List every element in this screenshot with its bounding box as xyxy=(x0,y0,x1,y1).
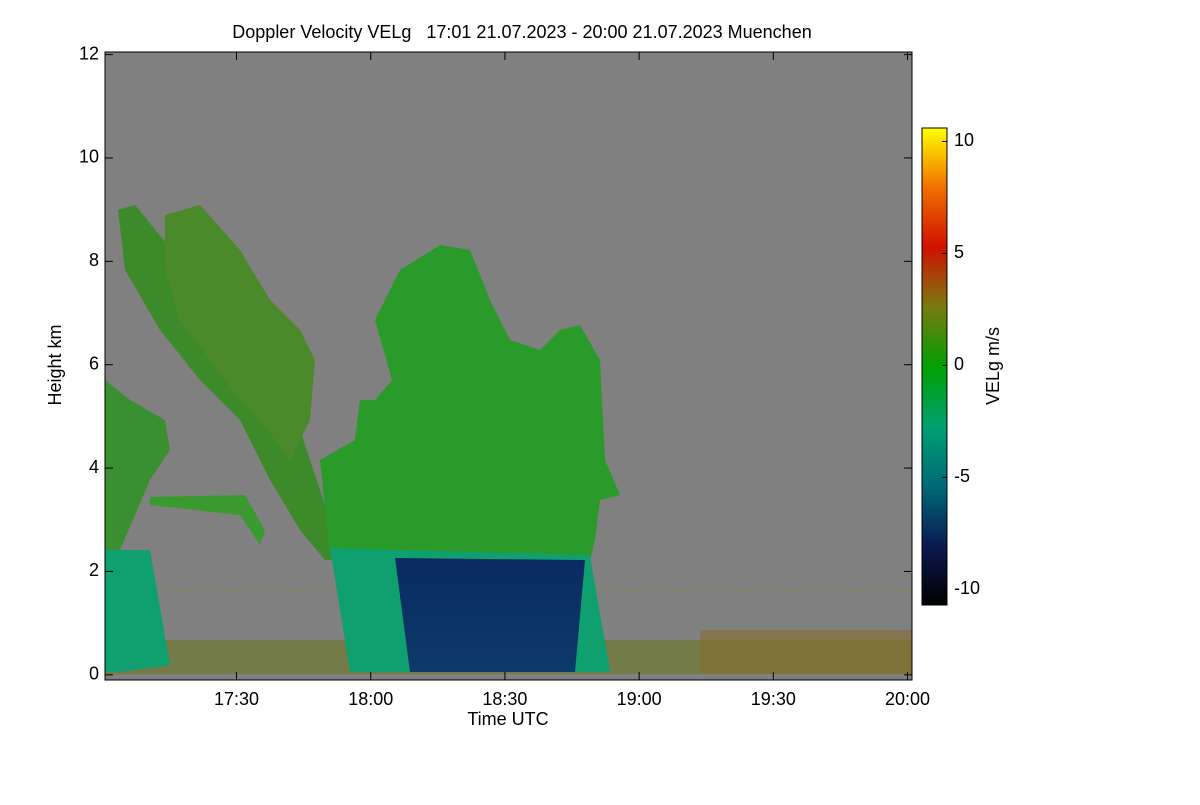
cloud xyxy=(320,245,620,560)
colorbar-tick-label: -10 xyxy=(954,578,980,598)
x-tick-label: 19:30 xyxy=(751,689,796,709)
y-tick-label: 4 xyxy=(89,457,99,477)
x-tick-label: 19:00 xyxy=(617,689,662,709)
colorbar-tick-label: 0 xyxy=(954,354,964,374)
plot-frame xyxy=(104,51,913,681)
colorbar xyxy=(921,127,948,606)
y-tick-label: 0 xyxy=(89,664,99,684)
colorbar-label: VELg m/s xyxy=(983,327,1003,405)
echo-layer xyxy=(105,205,912,674)
colorbar-tick-label: 10 xyxy=(954,130,974,150)
chart-title: Doppler Velocity VELg 17:01 21.07.2023 -… xyxy=(232,22,811,42)
cloud xyxy=(150,495,265,545)
ground-clutter xyxy=(700,630,912,674)
x-tick-label: 18:30 xyxy=(482,689,527,709)
cloud xyxy=(105,550,170,672)
x-tick-label: 18:00 xyxy=(348,689,393,709)
y-axis-label: Height km xyxy=(45,324,65,405)
cloud xyxy=(105,380,170,550)
x-axis-label: Time UTC xyxy=(467,709,548,729)
cloud-core xyxy=(395,558,585,672)
x-tick-label: 17:30 xyxy=(214,689,259,709)
y-tick-label: 8 xyxy=(89,250,99,270)
x-tick-label: 20:00 xyxy=(885,689,930,709)
colorbar-tick-label: 5 xyxy=(954,242,964,262)
y-tick-label: 10 xyxy=(79,147,99,167)
colorbar-tick-label: -5 xyxy=(954,466,970,486)
y-tick-label: 6 xyxy=(89,353,99,373)
y-tick-label: 12 xyxy=(79,43,99,63)
cloud xyxy=(165,205,315,460)
y-tick-label: 2 xyxy=(89,560,99,580)
